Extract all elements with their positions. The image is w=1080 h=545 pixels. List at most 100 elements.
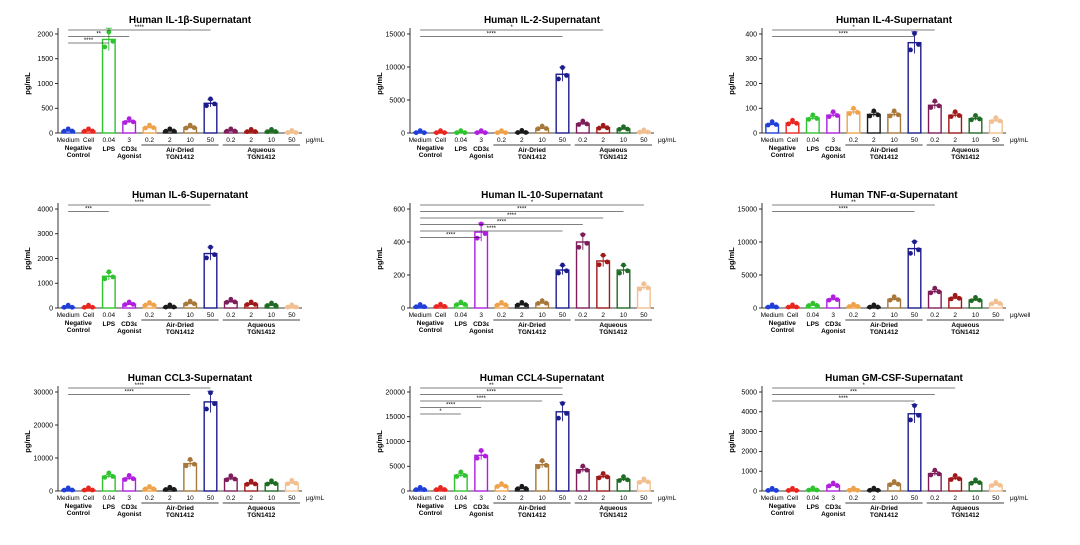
data-point — [167, 302, 173, 308]
x-tick-label: 50 — [559, 495, 567, 502]
x-tick-label: 2 — [953, 312, 957, 319]
x-tick-label: Cell — [787, 137, 799, 144]
data-point — [90, 487, 95, 493]
y-tick-label: 5000 — [389, 97, 405, 104]
data-point — [621, 474, 626, 480]
y-axis-label: pg/mL — [727, 247, 736, 270]
data-point — [421, 304, 427, 310]
x-tick-label: 50 — [992, 312, 1000, 319]
data-point — [936, 471, 942, 477]
data-point — [993, 480, 999, 485]
data-point — [499, 481, 504, 487]
y-axis-label: pg/mL — [23, 430, 32, 453]
data-point — [826, 297, 832, 303]
data-point — [810, 112, 816, 118]
group-label-cd3e: CD3ε — [473, 504, 489, 511]
data-point — [576, 122, 582, 127]
data-point — [535, 464, 541, 470]
data-point — [61, 487, 67, 493]
data-point — [584, 121, 590, 127]
data-point — [769, 119, 775, 125]
y-tick-label: 1000 — [741, 469, 757, 476]
data-point — [417, 302, 423, 307]
y-tick-label: 0 — [49, 305, 53, 312]
x-tick-label: 0.2 — [849, 137, 858, 144]
data-point — [617, 478, 622, 483]
y-tick-label: 400 — [393, 239, 405, 246]
data-point — [977, 480, 982, 486]
data-point — [908, 250, 913, 256]
x-tick-label: 10 — [187, 495, 195, 502]
data-point — [212, 101, 217, 107]
data-point — [956, 113, 962, 118]
x-tick-label: 10 — [539, 137, 547, 144]
group-label-cd3e: CD3ε — [121, 321, 137, 328]
x-tick-label: 50 — [640, 137, 648, 144]
x-tick-label: Medium — [761, 312, 784, 319]
data-point — [535, 126, 541, 132]
data-point — [183, 125, 189, 131]
x-tick-label: Cell — [83, 137, 95, 144]
significance-label: * — [862, 383, 865, 389]
x-tick-label: 50 — [207, 312, 215, 319]
group-label-tgn1412-aq: TGN1412 — [951, 329, 980, 336]
data-point — [269, 300, 274, 306]
data-point — [417, 128, 423, 134]
y-tick-label: 0 — [49, 130, 53, 137]
data-point — [110, 274, 116, 280]
significance-label: **** — [135, 25, 145, 31]
x-tick-label: 2 — [872, 495, 876, 502]
data-point — [102, 276, 108, 282]
x-tick-label: 10 — [539, 495, 547, 502]
chart-panel: Human IL-4-Supernatant 0 100 200 300 400 pg/mL… — [724, 8, 1069, 180]
data-point — [442, 487, 447, 492]
group-label-tgn1412: TGN1412 — [870, 512, 899, 519]
bar — [907, 247, 922, 309]
data-point — [163, 487, 169, 492]
group-label-control: Control — [419, 510, 442, 517]
chart-panel: Human CCL3-Supernatant 0 10000 20000 30000 pg… — [20, 366, 365, 538]
group-label-tgn1412: TGN1412 — [518, 329, 547, 336]
data-point — [82, 304, 87, 310]
data-point — [90, 304, 95, 310]
x-tick-label: 10 — [187, 312, 195, 319]
data-point — [851, 105, 856, 111]
x-tick-label: 10 — [972, 137, 980, 144]
group-label-tgn1412: TGN1412 — [166, 329, 195, 336]
data-point — [625, 126, 630, 132]
x-tick-label: 3 — [479, 137, 483, 144]
group-label-tgn1412-aq: TGN1412 — [951, 512, 980, 519]
data-point — [458, 128, 464, 134]
data-point — [830, 109, 836, 115]
data-point — [86, 302, 91, 308]
significance-label: ** — [489, 383, 494, 389]
x-tick-label: 2 — [601, 137, 605, 144]
x-tick-label: 2 — [520, 495, 524, 502]
data-point — [503, 130, 508, 136]
x-tick-label: 10 — [268, 137, 276, 144]
x-tick-label: 0.2 — [930, 495, 939, 502]
data-point — [106, 269, 112, 275]
data-point — [617, 126, 622, 132]
data-point — [147, 122, 152, 128]
data-point — [265, 481, 270, 487]
significance-label: ** — [851, 200, 856, 206]
data-point — [434, 487, 439, 493]
data-point — [600, 122, 606, 128]
x-tick-label: 0.04 — [103, 495, 116, 502]
data-point — [126, 473, 132, 478]
y-tick-label: 0 — [401, 488, 405, 495]
y-axis-label: pg/mL — [727, 72, 736, 95]
significance-label: **** — [487, 32, 497, 38]
data-point — [228, 296, 234, 302]
x-tick-label: 0.04 — [455, 137, 468, 144]
group-label-tgn1412-aq: TGN1412 — [247, 512, 276, 519]
group-label-agonist: Agonist — [821, 328, 846, 335]
data-point — [171, 304, 177, 310]
data-point — [462, 473, 468, 478]
bar — [555, 73, 570, 134]
data-point — [265, 129, 270, 135]
y-tick-label: 200 — [393, 272, 405, 279]
data-point — [891, 479, 897, 484]
data-point — [580, 232, 586, 238]
